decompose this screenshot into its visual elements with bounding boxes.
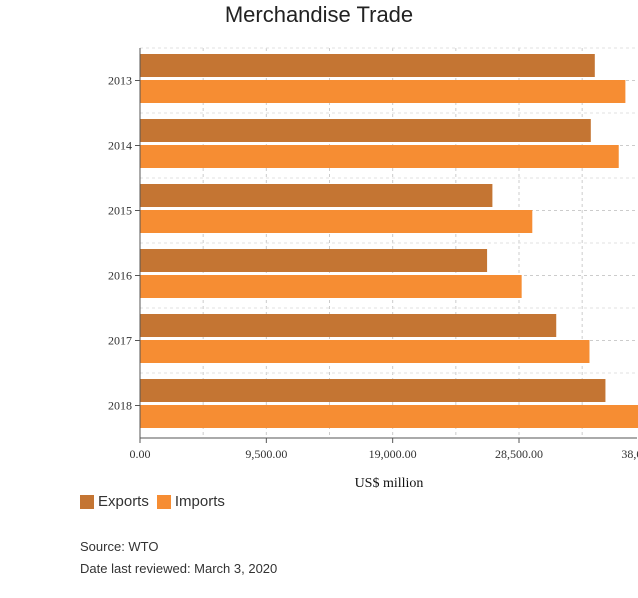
legend-label-imports: Imports: [174, 493, 225, 510]
bar-imports-2018[interactable]: [140, 405, 638, 428]
bar-exports-2015[interactable]: [140, 184, 493, 207]
bar-exports-2014[interactable]: [140, 119, 591, 142]
bar-imports-2014[interactable]: [140, 145, 619, 168]
legend-swatch-imports: [156, 494, 171, 509]
legend-item-imports[interactable]: Imports: [156, 493, 225, 510]
y-tick-label: 2016: [108, 269, 132, 283]
bar-chart: 2013 2014 2015 2016 2017 2018 0.00 9,500.00 19,0…: [108, 47, 638, 490]
bars: [140, 54, 638, 428]
y-tick-label: 2017: [108, 334, 132, 348]
bar-imports-2017[interactable]: [140, 340, 590, 363]
x-tick-label: 9,500.00: [245, 447, 287, 461]
y-tick-label: 2013: [108, 74, 132, 88]
bar-imports-2013[interactable]: [140, 80, 626, 103]
bar-imports-2015[interactable]: [140, 210, 533, 233]
x-tick-label: 38,000.00: [621, 447, 638, 461]
x-tick-label: 28,500.00: [495, 447, 543, 461]
chart-title: Merchandise Trade: [224, 2, 414, 27]
review-date-note: Date last reviewed: March 3, 2020: [80, 561, 278, 576]
x-tick-label: 0.00: [130, 447, 151, 461]
legend: Exports Imports: [80, 493, 233, 510]
legend-swatch-exports: [80, 494, 94, 509]
x-tick-label: 19,000.00: [369, 447, 417, 461]
legend-label-exports: Exports: [98, 493, 149, 510]
bar-imports-2016[interactable]: [140, 275, 522, 298]
y-tick-label: 2018: [108, 399, 132, 413]
x-axis-title: US$ million: [355, 476, 424, 490]
legend-item-exports[interactable]: Exports: [80, 493, 149, 510]
y-tick-label: 2015: [108, 204, 132, 218]
y-tick-label: 2014: [108, 139, 132, 153]
source-note: Source: WTO: [80, 539, 159, 554]
bar-exports-2016[interactable]: [140, 249, 488, 272]
bar-exports-2013[interactable]: [140, 54, 595, 77]
bar-exports-2018[interactable]: [140, 379, 606, 402]
axes: 2013 2014 2015 2016 2017 2018 0.00 9,500.00 19,0…: [108, 48, 638, 461]
bar-exports-2017[interactable]: [140, 314, 557, 337]
